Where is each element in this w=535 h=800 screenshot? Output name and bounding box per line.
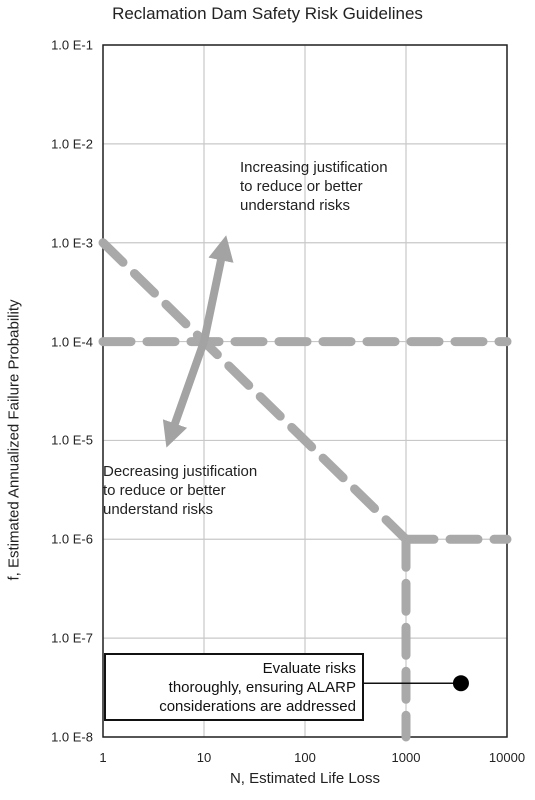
justification-arrow [162, 340, 208, 448]
data-point [452, 675, 469, 692]
annotation-decreasing-line: understand risks [103, 501, 214, 518]
y-tick-label: 1.0 E-1 [51, 37, 93, 53]
x-tick-label: 100 [294, 750, 316, 765]
y-tick-label: 1.0 E-5 [51, 432, 93, 448]
guideline-dashed-line [98, 238, 411, 544]
annotation-increasing: Increasing justification to reduce or be… [240, 158, 388, 215]
x-tick-label: 10 [196, 750, 212, 765]
x-tick-label: 10000 [488, 750, 526, 765]
x-tick-label: 1000 [391, 750, 421, 765]
annotation-decreasing-line: Decreasing justification [103, 463, 258, 480]
y-axis-label: f, Estimated Annualized Failure Probabil… [5, 299, 23, 581]
annotation-evaluate-line: Evaluate risks [262, 660, 356, 677]
annotation-decreasing-line: to reduce or better [103, 482, 226, 499]
x-tick-label: 1 [99, 750, 107, 765]
chart-title: Reclamation Dam Safety Risk Guidelines [112, 4, 423, 23]
annotation-evaluate-line: considerations are addressed [159, 698, 356, 715]
y-tick-label: 1.0 E-8 [51, 729, 93, 745]
annotation-increasing-line: to reduce or better [240, 178, 363, 195]
y-tick-label: 1.0 E-2 [51, 136, 93, 152]
annotation-decreasing: Decreasing justification to reduce or be… [103, 462, 257, 519]
annotation-increasing-line: Increasing justification [240, 159, 388, 176]
annotation-increasing-line: understand risks [240, 197, 351, 214]
y-tick-label: 1.0 E-6 [51, 531, 93, 547]
x-axis-label: N, Estimated Life Loss [229, 770, 381, 787]
justification-arrow [200, 235, 234, 343]
y-tick-label: 1.0 E-7 [51, 630, 93, 646]
plot-frame [102, 44, 508, 738]
y-tick-label: 1.0 E-4 [51, 334, 93, 350]
annotation-evaluate-box: Evaluate risks thoroughly, ensuring ALAR… [104, 653, 364, 721]
y-tick-label: 1.0 E-3 [51, 235, 93, 251]
annotation-evaluate-line: thoroughly, ensuring ALARP [168, 679, 356, 696]
